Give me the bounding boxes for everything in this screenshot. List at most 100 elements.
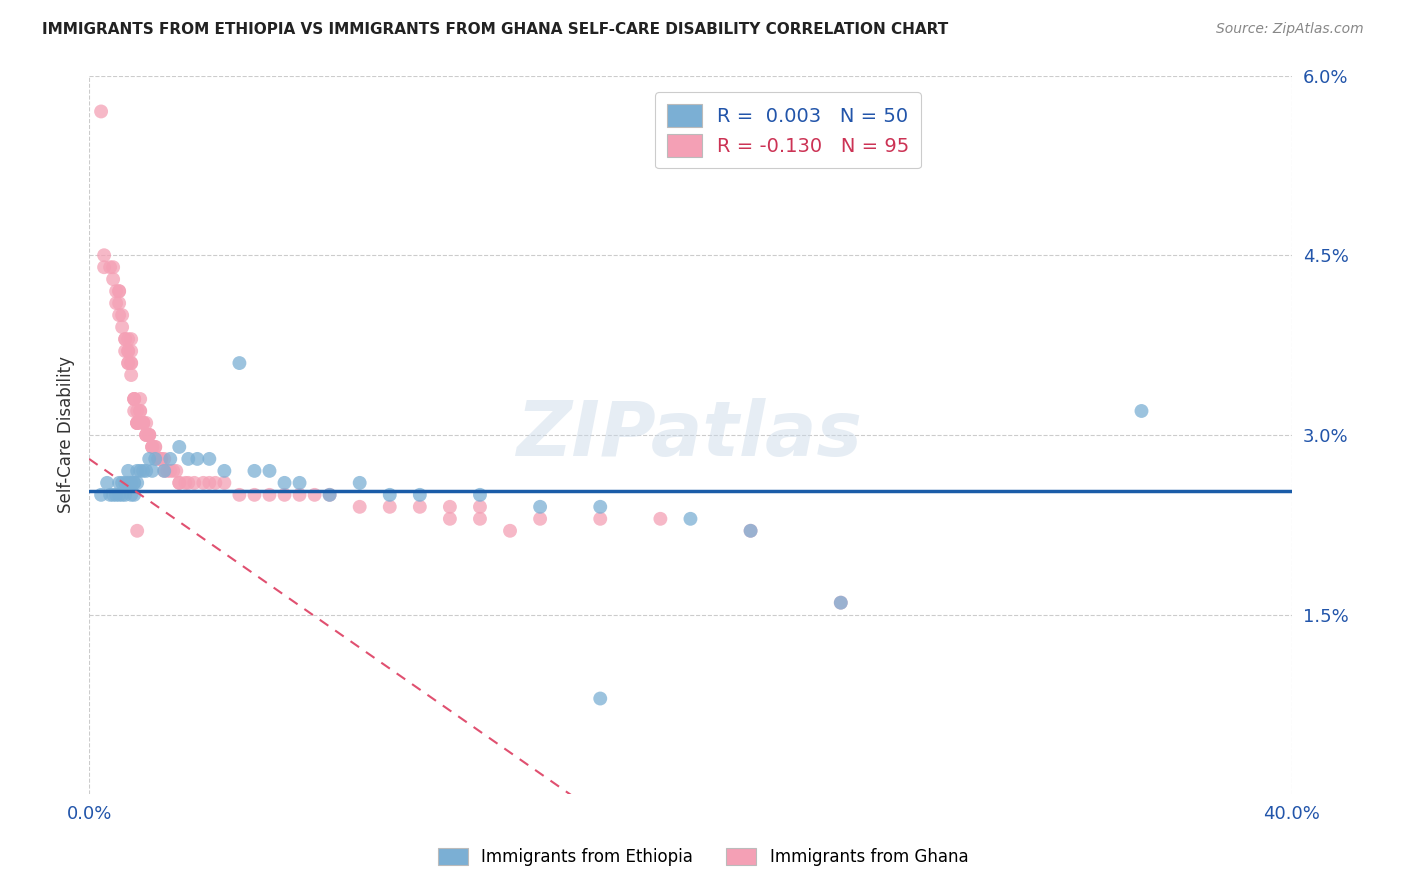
Point — [117, 332, 139, 346]
Point — [122, 392, 145, 406]
Point — [135, 464, 157, 478]
Point — [122, 475, 145, 490]
Point — [177, 475, 200, 490]
Point — [159, 451, 181, 466]
Point — [153, 464, 176, 478]
Point — [439, 512, 461, 526]
Point — [409, 500, 432, 514]
Point — [114, 332, 136, 346]
Point — [105, 488, 128, 502]
Point — [105, 284, 128, 298]
Point — [129, 464, 152, 478]
Point — [288, 488, 311, 502]
Point — [138, 428, 160, 442]
Point — [141, 440, 163, 454]
Point — [259, 488, 281, 502]
Point — [143, 451, 166, 466]
Point — [117, 464, 139, 478]
Point — [129, 404, 152, 418]
Point — [127, 416, 149, 430]
Point — [120, 475, 142, 490]
Point — [169, 475, 191, 490]
Point — [117, 356, 139, 370]
Point — [740, 524, 762, 538]
Point — [132, 416, 155, 430]
Point — [589, 691, 612, 706]
Point — [378, 488, 401, 502]
Point — [141, 440, 163, 454]
Point — [108, 308, 131, 322]
Point — [193, 475, 215, 490]
Point — [127, 416, 149, 430]
Point — [101, 488, 124, 502]
Point — [129, 392, 152, 406]
Point — [120, 332, 142, 346]
Point — [120, 356, 142, 370]
Point — [101, 272, 124, 286]
Point — [108, 475, 131, 490]
Point — [159, 464, 181, 478]
Point — [141, 464, 163, 478]
Point — [439, 500, 461, 514]
Point — [198, 475, 221, 490]
Point — [165, 464, 187, 478]
Point — [228, 356, 250, 370]
Point — [122, 404, 145, 418]
Point — [127, 524, 149, 538]
Point — [468, 488, 491, 502]
Point — [138, 451, 160, 466]
Point — [143, 440, 166, 454]
Point — [108, 284, 131, 298]
Point — [529, 500, 551, 514]
Point — [122, 488, 145, 502]
Point — [108, 488, 131, 502]
Point — [589, 512, 612, 526]
Point — [122, 392, 145, 406]
Point — [129, 404, 152, 418]
Point — [318, 488, 340, 502]
Point — [589, 500, 612, 514]
Point — [830, 596, 852, 610]
Point — [138, 428, 160, 442]
Point — [156, 464, 179, 478]
Point — [135, 428, 157, 442]
Point — [132, 464, 155, 478]
Point — [141, 440, 163, 454]
Point — [186, 451, 208, 466]
Point — [214, 464, 236, 478]
Point — [120, 356, 142, 370]
Point — [98, 260, 121, 275]
Point — [108, 284, 131, 298]
Point — [830, 596, 852, 610]
Point — [122, 392, 145, 406]
Point — [153, 451, 176, 466]
Point — [259, 464, 281, 478]
Legend: Immigrants from Ethiopia, Immigrants from Ghana: Immigrants from Ethiopia, Immigrants fro… — [429, 840, 977, 875]
Point — [111, 488, 134, 502]
Point — [214, 475, 236, 490]
Point — [135, 428, 157, 442]
Point — [98, 488, 121, 502]
Point — [148, 451, 170, 466]
Point — [108, 296, 131, 310]
Point — [273, 488, 295, 502]
Point — [127, 464, 149, 478]
Point — [183, 475, 205, 490]
Point — [90, 488, 112, 502]
Point — [177, 451, 200, 466]
Point — [101, 260, 124, 275]
Point — [150, 451, 173, 466]
Point — [679, 512, 702, 526]
Point — [529, 512, 551, 526]
Point — [304, 488, 326, 502]
Point — [105, 296, 128, 310]
Point — [93, 248, 115, 262]
Point — [288, 475, 311, 490]
Point — [468, 500, 491, 514]
Point — [162, 464, 184, 478]
Point — [127, 475, 149, 490]
Point — [174, 475, 197, 490]
Text: ZIPatlas: ZIPatlas — [517, 398, 863, 472]
Point — [114, 475, 136, 490]
Point — [169, 475, 191, 490]
